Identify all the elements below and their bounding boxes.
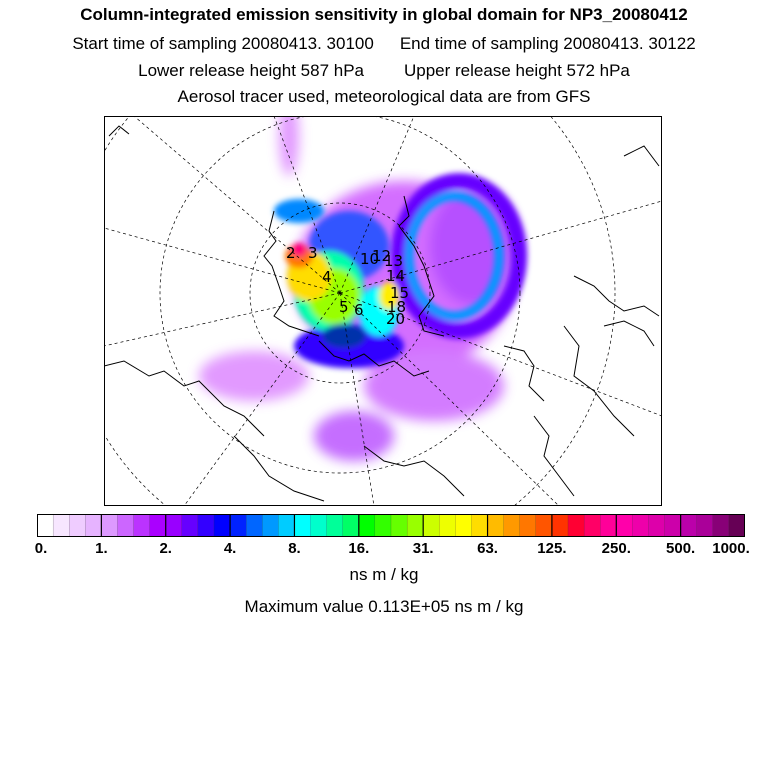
colorbar-tick-label: 0. bbox=[34, 540, 48, 557]
release-label: 14 bbox=[386, 267, 405, 285]
lower-release-label: Lower release height 587 hPa bbox=[138, 61, 364, 80]
colorbar-tick-label: 125. bbox=[537, 540, 567, 557]
colorbar-cell bbox=[680, 514, 698, 537]
colorbar-cell bbox=[503, 514, 521, 537]
colorbar-cell bbox=[310, 514, 328, 537]
colorbar-cell bbox=[229, 514, 247, 537]
colorbar-cell bbox=[423, 514, 440, 537]
release-label: 5 bbox=[339, 298, 349, 316]
colorbar-cell bbox=[101, 514, 119, 537]
colorbar-cell bbox=[213, 514, 231, 537]
release-label: 13 bbox=[384, 252, 403, 270]
colorbar-tick-label: 4. bbox=[223, 540, 237, 557]
sensitivity-plume bbox=[199, 116, 527, 461]
colorbar-cell bbox=[117, 514, 135, 537]
coastlines bbox=[104, 125, 660, 502]
colorbar-cell bbox=[664, 514, 682, 537]
colorbar-cell bbox=[326, 514, 344, 537]
colorbar-cell bbox=[165, 514, 183, 537]
colorbar-cell bbox=[262, 514, 280, 537]
release-label: 10 bbox=[360, 250, 379, 268]
plot-title: Column-integrated emission sensitivity i… bbox=[80, 5, 688, 24]
colorbar-cell bbox=[390, 514, 408, 537]
colorbar-cell bbox=[197, 514, 215, 537]
colorbar-frame bbox=[37, 514, 745, 537]
colorbar-cell bbox=[519, 514, 537, 537]
colorbar-cell bbox=[246, 514, 263, 537]
colorbar bbox=[37, 514, 745, 537]
colorbar-cell bbox=[85, 514, 103, 537]
colorbar-tick-label: 250. bbox=[601, 540, 631, 557]
release-label: 12 bbox=[372, 247, 391, 265]
upper-release-label: Upper release height 572 hPa bbox=[404, 61, 630, 80]
colorbar-cell bbox=[133, 514, 151, 537]
colorbar-cell bbox=[455, 514, 473, 537]
sampling-times: Start time of sampling 20080413. 30100 En… bbox=[0, 34, 768, 54]
colorbar-tick-label: 31. bbox=[412, 540, 434, 557]
release-label: 4 bbox=[322, 268, 332, 286]
colorbar-cell bbox=[567, 514, 585, 537]
colorbar-cell bbox=[535, 514, 553, 537]
release-label: 15 bbox=[390, 284, 409, 302]
graticule bbox=[104, 116, 662, 506]
colorbar-cell bbox=[342, 514, 360, 537]
colorbar-cell bbox=[358, 514, 376, 537]
start-time-label: Start time of sampling 20080413. 30100 bbox=[72, 34, 374, 53]
colorbar-cell bbox=[181, 514, 199, 537]
release-label: 20 bbox=[386, 310, 405, 328]
colorbar-cell bbox=[487, 514, 505, 537]
colorbar-cell bbox=[69, 514, 86, 537]
colorbar-tick-label: 16. bbox=[348, 540, 370, 557]
colorbar-tick-label: 1. bbox=[95, 540, 108, 557]
release-point-labels: 2 3 4 5 6 10 12 13 14 15 18 20 bbox=[286, 244, 409, 328]
end-time-label: End time of sampling 20080413. 30122 bbox=[399, 34, 696, 53]
release-heights: Lower release height 587 hPa Upper releas… bbox=[0, 61, 768, 81]
colorbar-cell bbox=[728, 514, 745, 537]
maximum-value: Maximum value 0.113E+05 ns m / kg bbox=[244, 597, 524, 616]
colorbar-units: ns m / kg bbox=[349, 565, 419, 584]
release-label: 2 bbox=[286, 244, 296, 262]
colorbar-cell bbox=[149, 514, 167, 537]
colorbar-cell bbox=[551, 514, 569, 537]
colorbar-cell bbox=[37, 514, 54, 537]
release-label: 18 bbox=[387, 298, 406, 316]
colorbar-tick-label: 1000. bbox=[712, 540, 750, 557]
colorbar-cell bbox=[632, 514, 650, 537]
colorbar-cell bbox=[278, 514, 296, 537]
colorbar-cell bbox=[294, 514, 312, 537]
colorbar-cell bbox=[616, 514, 634, 537]
emission-sensitivity-map: 2 3 4 5 6 10 12 13 14 15 18 20 bbox=[104, 116, 662, 506]
colorbar-cell bbox=[696, 514, 714, 537]
colorbar-cell bbox=[471, 514, 489, 537]
colorbar-tick-label: 2. bbox=[159, 540, 172, 557]
colorbar-cell bbox=[52, 514, 70, 537]
colorbar-cell bbox=[406, 514, 424, 537]
colorbar-tick-label: 8. bbox=[288, 540, 301, 557]
release-label: 6 bbox=[354, 301, 364, 319]
colorbar-cell bbox=[712, 514, 730, 537]
release-label: 3 bbox=[308, 244, 318, 262]
colorbar-cell bbox=[439, 514, 457, 537]
colorbar-tick-label: 63. bbox=[477, 540, 498, 557]
colorbar-cell bbox=[374, 514, 392, 537]
map-frame bbox=[104, 116, 662, 506]
colorbar-cell bbox=[648, 514, 666, 537]
colorbar-cell bbox=[600, 514, 617, 537]
colorbar-tick-label: 500. bbox=[666, 540, 696, 557]
colorbar-cell bbox=[583, 514, 601, 537]
tracer-info: Aerosol tracer used, meteorological data… bbox=[177, 87, 591, 106]
